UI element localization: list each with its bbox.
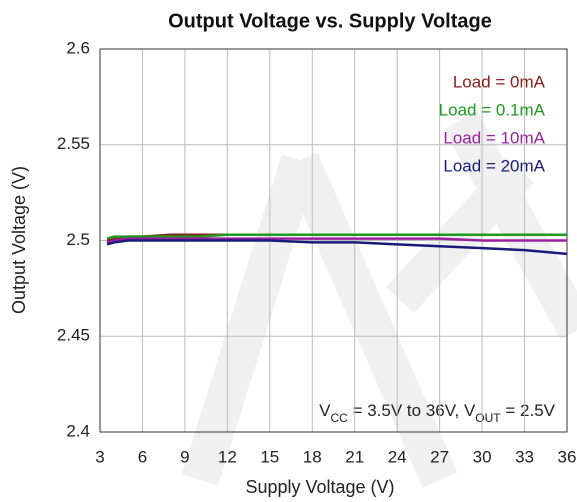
line-series (106, 237, 567, 244)
line-series (106, 239, 568, 256)
x-tick-label: 27 (430, 447, 449, 466)
annotation-part: OUT (475, 411, 501, 425)
legend-entry: Load = 0.1mA (439, 100, 546, 119)
y-tick-label: 2.45 (57, 326, 90, 345)
annotation-part: = 3.5V to 36V, V (348, 401, 476, 420)
y-tick-label: 2.5 (66, 230, 90, 249)
y-tick-label: 2.55 (57, 134, 90, 153)
legend-entry: Load = 0mA (453, 72, 546, 91)
legend-entry: Load = 20mA (443, 156, 545, 175)
x-tick-label: 24 (388, 447, 407, 466)
annotation-part: CC (331, 411, 349, 425)
watermark (181, 110, 577, 488)
x-tick-label: 6 (138, 447, 147, 466)
x-axis-label: Supply Voltage (V) (245, 477, 394, 497)
x-tick-label: 3 (95, 447, 104, 466)
x-tick-label: 30 (473, 447, 492, 466)
annotation-part: V (319, 401, 331, 420)
annotation-part: = 2.5V (501, 401, 556, 420)
y-tick-label: 2.6 (66, 38, 90, 57)
legend-entry: Load = 10mA (443, 128, 545, 147)
x-tick-label: 18 (303, 447, 322, 466)
x-tick-label: 33 (515, 447, 534, 466)
x-tick-label: 12 (218, 447, 237, 466)
line-series (106, 233, 567, 240)
annotation: VCC = 3.5V to 36V, VOUT = 2.5V (319, 401, 555, 425)
y-axis-label: Output Voltage (V) (9, 166, 29, 314)
x-tick-label: 36 (558, 447, 577, 466)
x-tick-label: 15 (260, 447, 279, 466)
x-tick-label: 9 (180, 447, 189, 466)
chart-title: Output Voltage vs. Supply Voltage (168, 10, 492, 32)
x-tick-label: 21 (345, 447, 364, 466)
y-tick-label: 2.4 (66, 421, 90, 440)
